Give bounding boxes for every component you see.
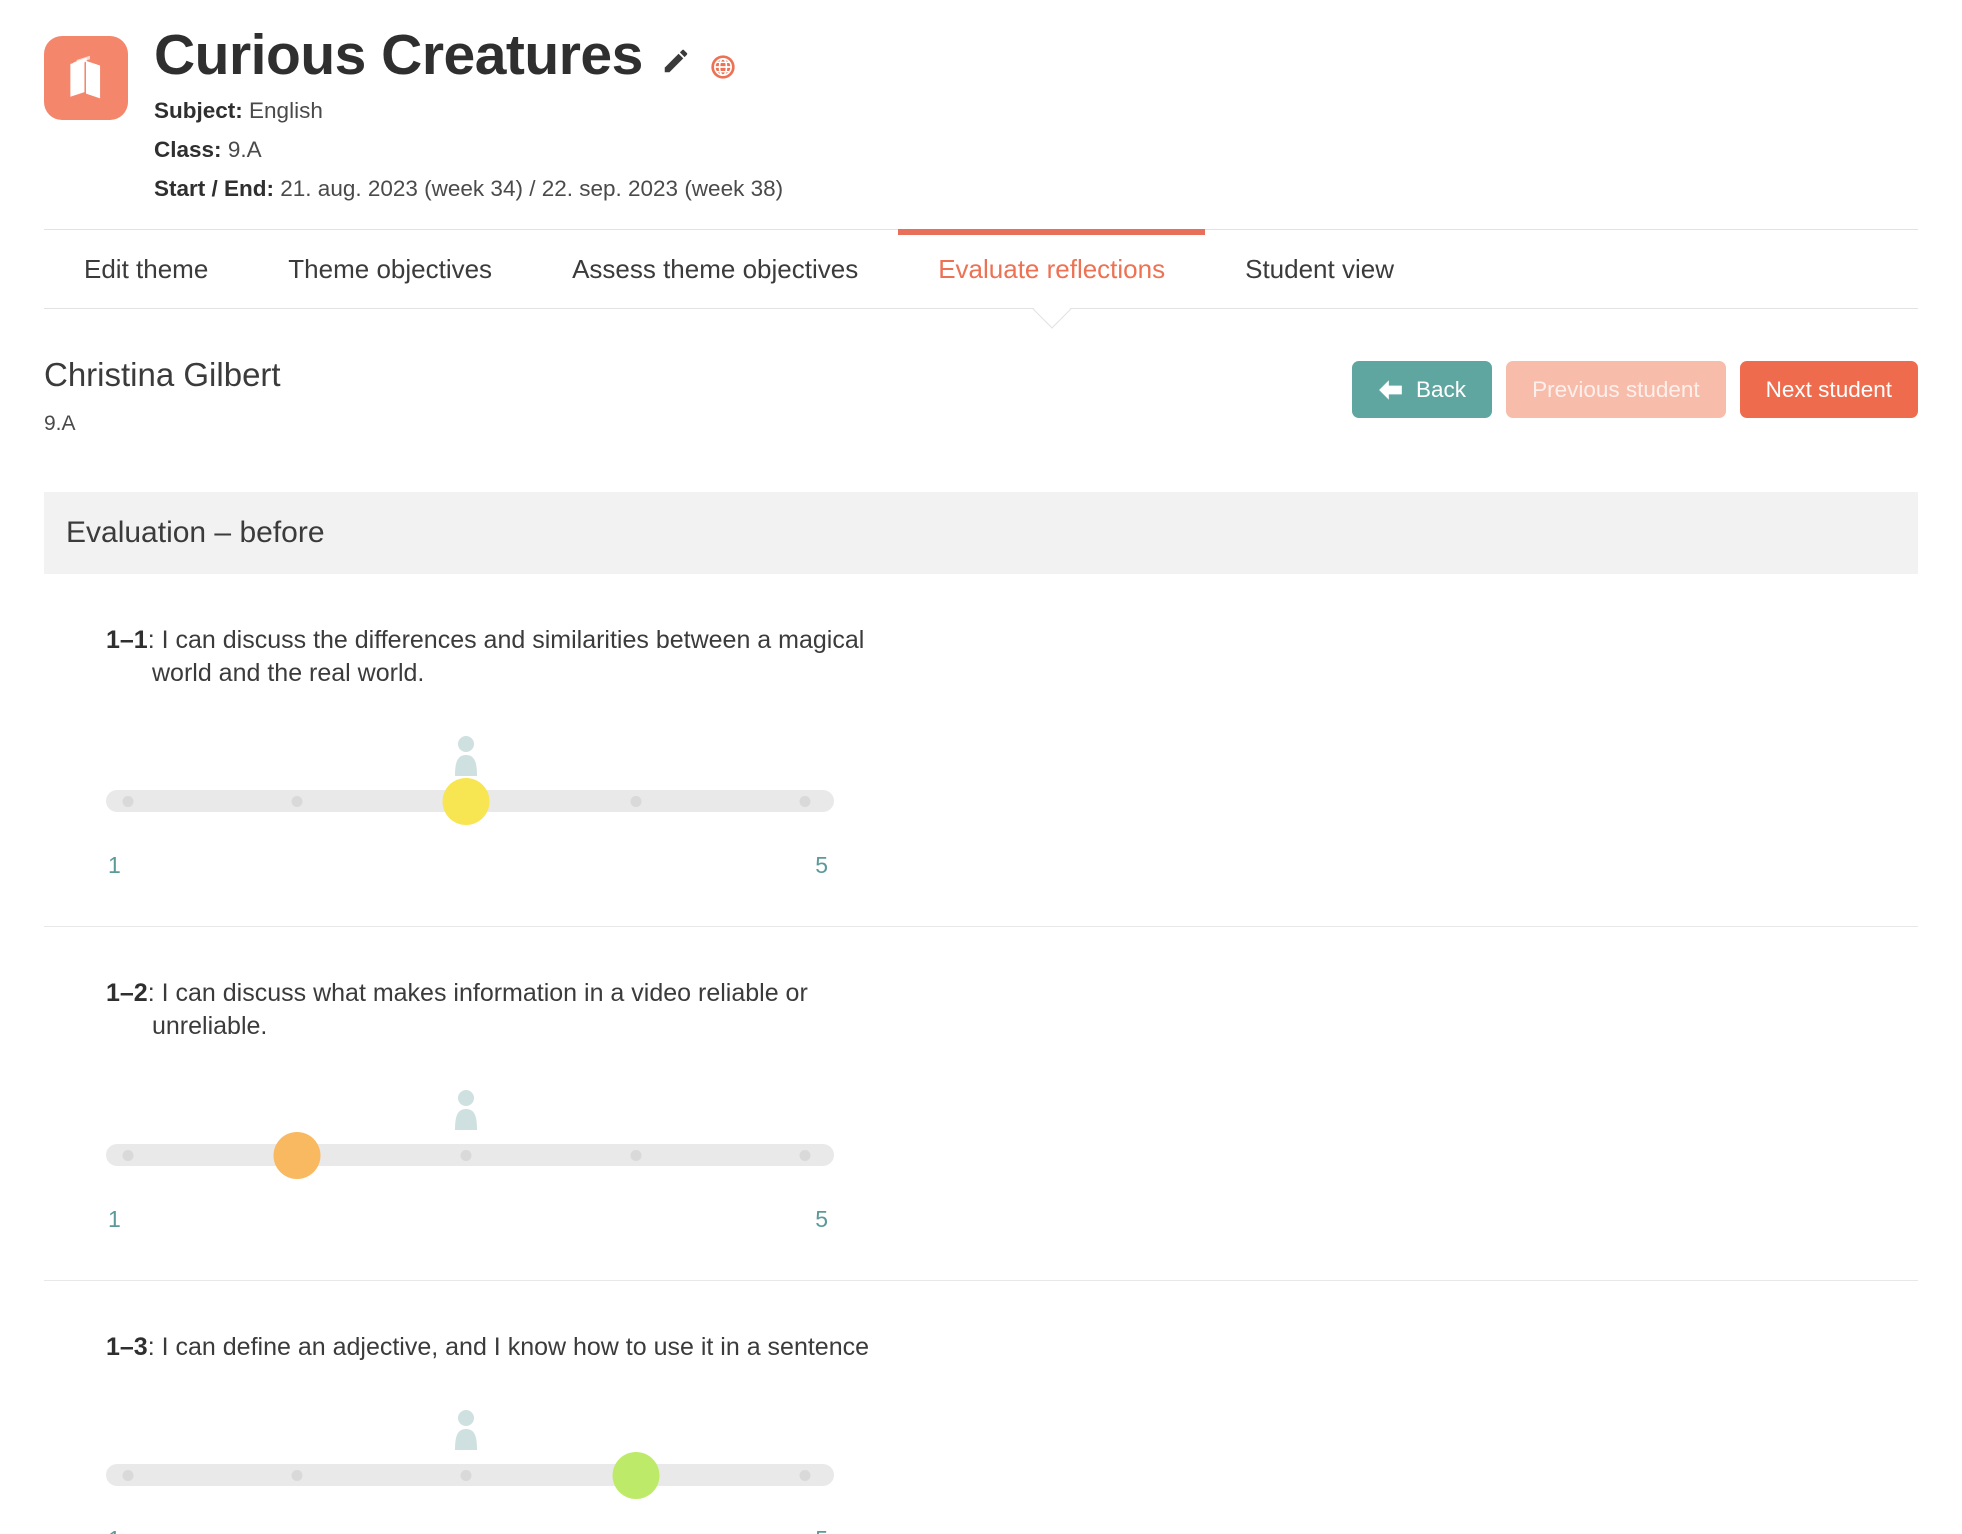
theme-header-text: Curious Creatures: [154, 24, 783, 203]
tab-assess-theme-objectives-label: Assess theme objectives: [572, 253, 859, 284]
slider-tick: [799, 1149, 811, 1161]
subject-line: Subject: English: [154, 97, 783, 125]
arrow-left-icon: [1378, 378, 1404, 402]
reflection-slider[interactable]: [106, 1408, 834, 1516]
tab-edit-theme-label: Edit theme: [84, 253, 209, 284]
slider-knob[interactable]: [442, 778, 490, 826]
reflection-item-code: 1–2: [106, 979, 148, 1008]
reflection-item-line2: unreliable.: [152, 1012, 268, 1041]
scale-max-label: 5: [815, 1205, 828, 1232]
class-line: Class: 9.A: [154, 136, 783, 164]
slider-scale-labels: 1 5: [106, 1526, 834, 1534]
slider-tick: [122, 1149, 134, 1161]
subject-value: English: [249, 97, 323, 123]
title-row: Curious Creatures: [154, 23, 783, 87]
student-class: 9.A: [44, 411, 76, 435]
tab-assess-theme-objectives[interactable]: Assess theme objectives: [532, 230, 898, 308]
teacher-marker-icon: [453, 1408, 479, 1450]
next-student-label: Next student: [1765, 376, 1892, 402]
reflection-item-text: 1–1: I can discuss the differences and s…: [44, 624, 1024, 691]
theme-header: Curious Creatures: [0, 0, 1962, 203]
tab-bar: Edit theme Theme objectives Assess theme…: [44, 228, 1918, 310]
tab-theme-objectives[interactable]: Theme objectives: [248, 230, 532, 308]
tab-theme-objectives-label: Theme objectives: [288, 253, 493, 284]
slider-tick: [460, 1149, 472, 1161]
reflection-item-code: 1–1: [106, 625, 148, 654]
reflection-item-text: 1–2: I can discuss what makes informatio…: [44, 977, 1024, 1044]
navigation-buttons: Back Previous student Next student: [1352, 361, 1918, 419]
reflection-item-text: 1–3: I can define an adjective, and I kn…: [106, 1332, 870, 1361]
book-icon: [44, 36, 128, 120]
scale-max-label: 5: [815, 852, 828, 879]
tab-student-view[interactable]: Student view: [1205, 230, 1434, 308]
reflection-slider[interactable]: [106, 734, 834, 842]
reflection-item-line1: I can define an adjective, and I know ho…: [161, 1332, 870, 1361]
slider-knob[interactable]: [612, 1451, 660, 1499]
reflection-slider[interactable]: [106, 1088, 834, 1196]
class-label: Class:: [154, 136, 222, 162]
section-title: Evaluation – before: [66, 515, 325, 549]
teacher-marker-icon: [453, 734, 479, 777]
student-name: Christina Gilbert: [44, 356, 281, 394]
slider-tick: [799, 796, 811, 808]
reflection-items: 1–1: I can discuss the differences and s…: [44, 574, 1918, 1534]
slider-knob[interactable]: [273, 1131, 321, 1179]
student-header: Christina Gilbert 9.A Back Previous stud…: [44, 356, 1918, 435]
page-title: Curious Creatures: [154, 23, 643, 87]
tab-evaluate-reflections[interactable]: Evaluate reflections: [898, 228, 1206, 308]
dates-line: Start / End: 21. aug. 2023 (week 34) / 2…: [154, 175, 783, 203]
tab-student-view-label: Student view: [1245, 253, 1394, 284]
dates-value: 21. aug. 2023 (week 34) / 22. sep. 2023 …: [280, 176, 784, 202]
subject-label: Subject:: [154, 97, 243, 123]
slider-tick: [122, 1469, 134, 1481]
scale-max-label: 5: [815, 1526, 828, 1534]
previous-student-button[interactable]: Previous student: [1506, 361, 1726, 419]
slider-tick: [460, 1469, 472, 1481]
globe-icon[interactable]: [709, 53, 737, 81]
scale-min-label: 1: [108, 852, 121, 879]
scale-min-label: 1: [108, 1205, 121, 1232]
next-student-button[interactable]: Next student: [1739, 361, 1918, 419]
scale-min-label: 1: [108, 1526, 121, 1534]
reflection-item-line1: I can discuss the differences and simila…: [161, 625, 865, 654]
reflection-item: 1–3: I can define an adjective, and I kn…: [44, 1281, 1918, 1534]
tab-evaluate-reflections-label: Evaluate reflections: [938, 253, 1166, 284]
slider-scale-labels: 1 5: [106, 852, 834, 892]
reflection-item: 1–1: I can discuss the differences and s…: [44, 574, 1918, 928]
class-value: 9.A: [227, 136, 262, 162]
reflection-item: 1–2: I can discuss what makes informatio…: [44, 927, 1918, 1281]
slider-tick: [630, 1149, 642, 1161]
dates-label: Start / End:: [154, 176, 275, 202]
slider-tick: [630, 796, 642, 808]
slider-tick: [291, 1469, 303, 1481]
reflection-item-line2: world and the real world.: [152, 658, 425, 687]
slider-tick: [291, 796, 303, 808]
slider-tick: [799, 1469, 811, 1481]
spacer: [44, 1246, 1918, 1280]
spacer: [44, 892, 1918, 926]
pencil-icon[interactable]: [661, 46, 691, 76]
back-button[interactable]: Back: [1352, 361, 1493, 419]
section-title-bar: Evaluation – before: [44, 491, 1918, 574]
reflection-item-line1: I can discuss what makes information in …: [161, 979, 808, 1008]
previous-student-label: Previous student: [1532, 376, 1700, 402]
teacher-marker-icon: [453, 1088, 479, 1130]
slider-scale-labels: 1 5: [106, 1206, 834, 1246]
reflection-item-code: 1–3: [106, 1332, 148, 1361]
slider-tick: [122, 796, 134, 808]
tab-edit-theme[interactable]: Edit theme: [44, 230, 248, 308]
student-identity: Christina Gilbert 9.A: [44, 356, 281, 435]
back-button-label: Back: [1416, 376, 1467, 402]
